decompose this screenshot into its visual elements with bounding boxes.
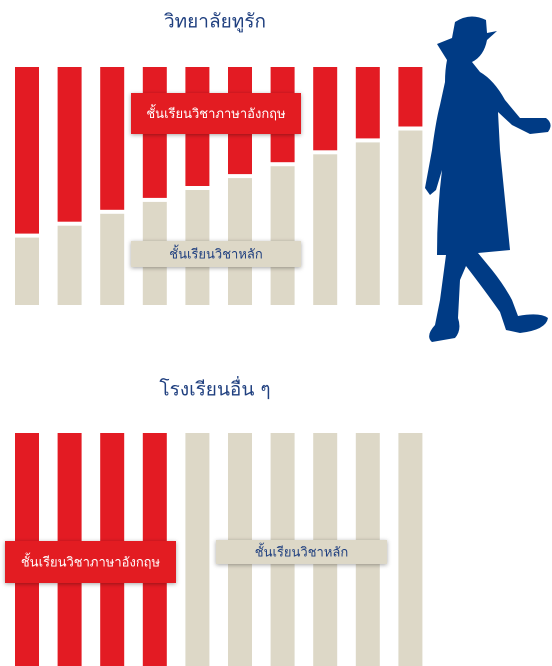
legend-box: [131, 93, 301, 134]
bar-segment: [100, 67, 125, 210]
bar-segment: [313, 67, 338, 151]
legend-label: ชั้นเรียนวิชาหลัก: [169, 245, 262, 263]
legend-box: [5, 541, 176, 583]
legend-label: ชั้นเรียนวิชาภาษาอังกฤษ: [21, 553, 161, 571]
bar-segment: [398, 433, 423, 666]
bar-segment: [398, 67, 423, 127]
bar-segment: [313, 154, 338, 305]
bar-segment: [100, 213, 125, 305]
bar-segment: [270, 166, 295, 305]
chart-title: โรงเรียนอื่น ๆ: [159, 376, 270, 401]
legend-box: [131, 241, 301, 267]
chart-title: วิทยาลัยทูรัก: [164, 11, 266, 33]
bar-segment: [398, 130, 423, 305]
legend-label: ชั้นเรียนวิชาหลัก: [255, 543, 348, 561]
bar-segment: [15, 67, 39, 234]
legend-box: [216, 540, 387, 564]
bar-segment: [355, 67, 380, 139]
legend-label: ชั้นเรียนวิชาภาษาอังกฤษ: [146, 104, 286, 122]
bar-segment: [15, 237, 39, 305]
bar-segment: [57, 225, 82, 305]
bar-segment: [355, 142, 380, 305]
bar-segment: [185, 433, 210, 666]
labels: ชั้นเรียนวิชาภาษาอังกฤษชั้นเรียนวิชาหลัก…: [5, 93, 387, 583]
walking-woman: [425, 16, 551, 342]
bar-segment: [57, 67, 82, 222]
